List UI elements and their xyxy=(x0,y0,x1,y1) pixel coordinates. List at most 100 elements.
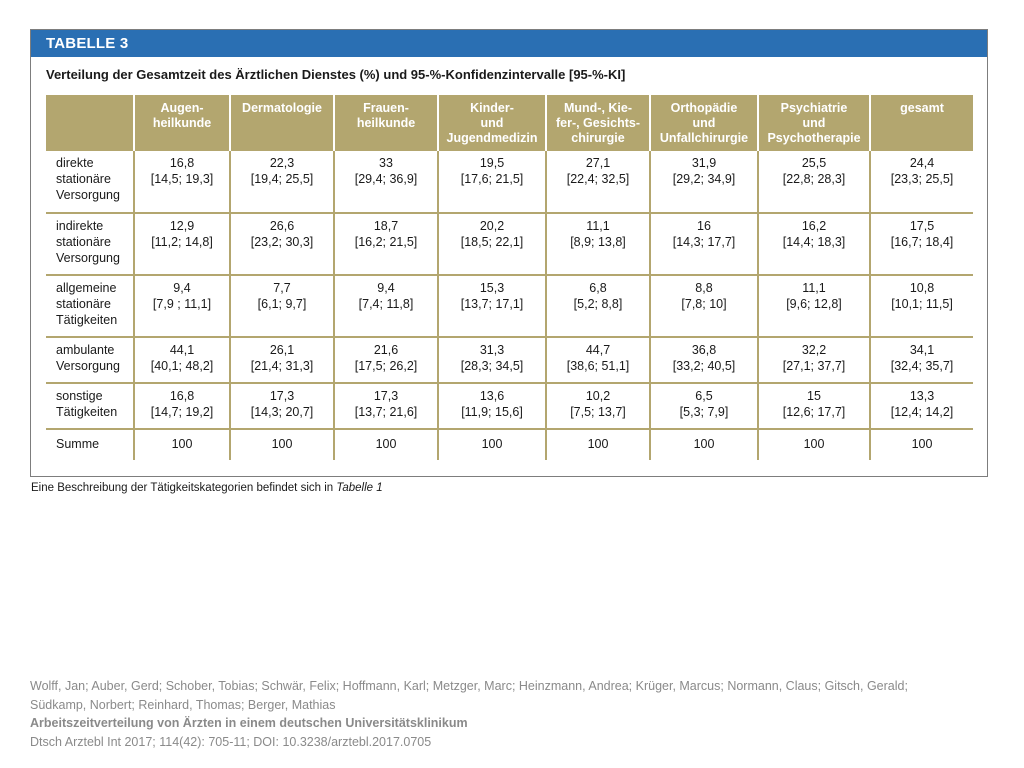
cell-value: 6,8 xyxy=(589,281,607,295)
cell-value: 11,1 xyxy=(586,219,610,233)
row-label-line: indirekte xyxy=(56,219,104,233)
column-header: Frauen-heilkunde xyxy=(333,95,438,151)
cell-value: 44,7 xyxy=(585,343,611,357)
cell-confidence-interval: [7,9 ; 11,1] xyxy=(152,297,212,311)
cell-value: 32,2 xyxy=(801,343,827,357)
table-cell: 32,2 [27,1; 37,7] xyxy=(757,337,870,384)
cell-confidence-interval: [7,8; 10] xyxy=(681,297,727,311)
cell-confidence-interval: [23,2; 30,3] xyxy=(250,235,314,249)
row-label-line: Tätigkeiten xyxy=(56,405,118,419)
table-cell: 36,8 [33,2; 40,5] xyxy=(649,337,758,384)
row-label-line: Versorgung xyxy=(56,188,120,202)
column-header-line: Kinder- xyxy=(470,101,514,115)
table-cell: 26,6 [23,2; 30,3] xyxy=(229,213,334,276)
table-cell: 100 xyxy=(869,429,973,460)
table-cell: 17,3 [13,7; 21,6] xyxy=(333,383,438,430)
column-header-line: heilkunde xyxy=(356,116,416,130)
column-header: Orthopädie und Unfallchirurgie xyxy=(649,95,758,151)
cell-value: 25,5 xyxy=(801,156,827,170)
cell-confidence-interval: [5,2; 8,8] xyxy=(573,297,623,311)
cell-value: 9,4 xyxy=(173,281,191,295)
table-cell: 19,5 [17,6; 21,5] xyxy=(437,151,546,214)
cell-value: 31,9 xyxy=(691,156,717,170)
cell-confidence-interval: [17,6; 21,5] xyxy=(460,172,524,186)
table-cell: 18,7 [16,2; 21,5] xyxy=(333,213,438,276)
cell-confidence-interval: [14,7; 19,2] xyxy=(150,405,214,419)
table-cell: 6,5 [5,3; 7,9] xyxy=(649,383,758,430)
table-row: indirekte stationäre Versorgung 12,9 [11,2; … xyxy=(46,213,973,276)
row-label-line: ambulante xyxy=(56,343,115,357)
cell-value: 22,3 xyxy=(269,156,295,170)
column-header-line: Orthopädie xyxy=(670,101,738,115)
cell-confidence-interval: [8,9; 13,8] xyxy=(570,235,626,249)
column-header: Mund-, Kie-fer-, Gesichts-chirurgie xyxy=(545,95,650,151)
table-cell: 27,1 [22,4; 32,5] xyxy=(545,151,650,214)
cell-confidence-interval: [16,7; 18,4] xyxy=(890,235,954,249)
cell-value: 26,1 xyxy=(269,343,295,357)
column-header-line: chirurgie xyxy=(571,131,625,145)
column-header: Dermatologie xyxy=(229,95,334,151)
table-cell: 16 [14,3; 17,7] xyxy=(649,213,758,276)
column-header-line: und xyxy=(692,116,716,130)
cell-value: 17,3 xyxy=(373,389,399,403)
cell-value: 10,2 xyxy=(585,389,611,403)
table-cell: 33 [29,4; 36,9] xyxy=(333,151,438,214)
cell-confidence-interval: [22,8; 28,3] xyxy=(782,172,846,186)
table-caption: Eine Beschreibung der Tätigkeitskategori… xyxy=(31,482,383,494)
cell-value: 8,8 xyxy=(695,281,713,295)
cell-value: 9,4 xyxy=(377,281,395,295)
table-cell: 10,2 [7,5; 13,7] xyxy=(545,383,650,430)
table-cell: 100 xyxy=(229,429,334,460)
cell-confidence-interval: [6,1; 9,7] xyxy=(257,297,307,311)
table-row: Summe 100 100 100 100 100 100 100 100 xyxy=(46,429,973,460)
table-cell: 10,8 [10,1; 11,5] xyxy=(869,275,973,338)
column-header-line: Augen- xyxy=(160,101,204,115)
table-cell: 11,1 [9,6; 12,8] xyxy=(757,275,870,338)
table-cell: 13,3 [12,4; 14,2] xyxy=(869,383,973,430)
row-label-line: stationäre xyxy=(56,235,111,249)
cell-confidence-interval: [33,2; 40,5] xyxy=(672,359,736,373)
table-cell: 16,8 [14,5; 19,3] xyxy=(133,151,230,214)
cell-confidence-interval: [13,7; 21,6] xyxy=(354,405,418,419)
cell-confidence-interval: [14,3; 20,7] xyxy=(250,405,314,419)
cell-value: 15,3 xyxy=(479,281,505,295)
table-cell: 100 xyxy=(133,429,230,460)
cell-confidence-interval: [21,4; 31,3] xyxy=(250,359,314,373)
cell-value: 100 xyxy=(693,437,715,451)
cell-confidence-interval: [40,1; 48,2] xyxy=(150,359,214,373)
cell-value: 15 xyxy=(807,389,821,403)
table-cell: 100 xyxy=(757,429,870,460)
cell-value: 12,9 xyxy=(169,219,195,233)
cell-value: 26,6 xyxy=(269,219,295,233)
column-header-line: Jugendmedizin xyxy=(446,131,538,145)
row-label: ambulante Versorgung xyxy=(46,337,134,384)
table-cell: 6,8 [5,2; 8,8] xyxy=(545,275,650,338)
cell-value: 17,3 xyxy=(269,389,295,403)
row-label: direkte stationäre Versorgung xyxy=(46,151,134,214)
table-row: sonstige Tätigkeiten 16,8 [14,7; 19,2] 17,3 [… xyxy=(46,383,973,430)
header-row: Augen-heilkunde Dermatologie Frauen-heil… xyxy=(46,95,973,151)
table-cell: 31,3 [28,3; 34,5] xyxy=(437,337,546,384)
table-cell: 17,5 [16,7; 18,4] xyxy=(869,213,973,276)
cell-confidence-interval: [22,4; 32,5] xyxy=(566,172,630,186)
cell-value: 31,3 xyxy=(479,343,505,357)
cell-value: 24,4 xyxy=(909,156,935,170)
column-header-line: Dermatologie xyxy=(242,101,322,115)
cell-confidence-interval: [9,6; 12,8] xyxy=(786,297,842,311)
citation: Wolff, Jan; Auber, Gerd; Schober, Tobias… xyxy=(30,677,990,751)
cell-value: 16 xyxy=(697,219,711,233)
citation-authors-line-1: Wolff, Jan; Auber, Gerd; Schober, Tobias… xyxy=(30,679,908,693)
cell-value: 100 xyxy=(481,437,503,451)
cell-confidence-interval: [14,4; 18,3] xyxy=(782,235,846,249)
cell-confidence-interval: [11,9; 15,6] xyxy=(461,405,523,419)
table-cell: 11,1 [8,9; 13,8] xyxy=(545,213,650,276)
column-header-line: Frauen- xyxy=(363,101,409,115)
cell-confidence-interval: [23,3; 25,5] xyxy=(890,172,954,186)
table-row: ambulante Versorgung 44,1 [40,1; 48,2] 26,1 [… xyxy=(46,337,973,384)
cell-value: 100 xyxy=(171,437,193,451)
cell-value: 16,8 xyxy=(169,389,195,403)
table-cell: 8,8 [7,8; 10] xyxy=(649,275,758,338)
row-label: allgemeine stationäre Tätigkeiten xyxy=(46,275,134,338)
column-header-line: und xyxy=(480,116,504,130)
table-title: Verteilung der Gesamtzeit des Ärztlichen… xyxy=(46,67,626,82)
